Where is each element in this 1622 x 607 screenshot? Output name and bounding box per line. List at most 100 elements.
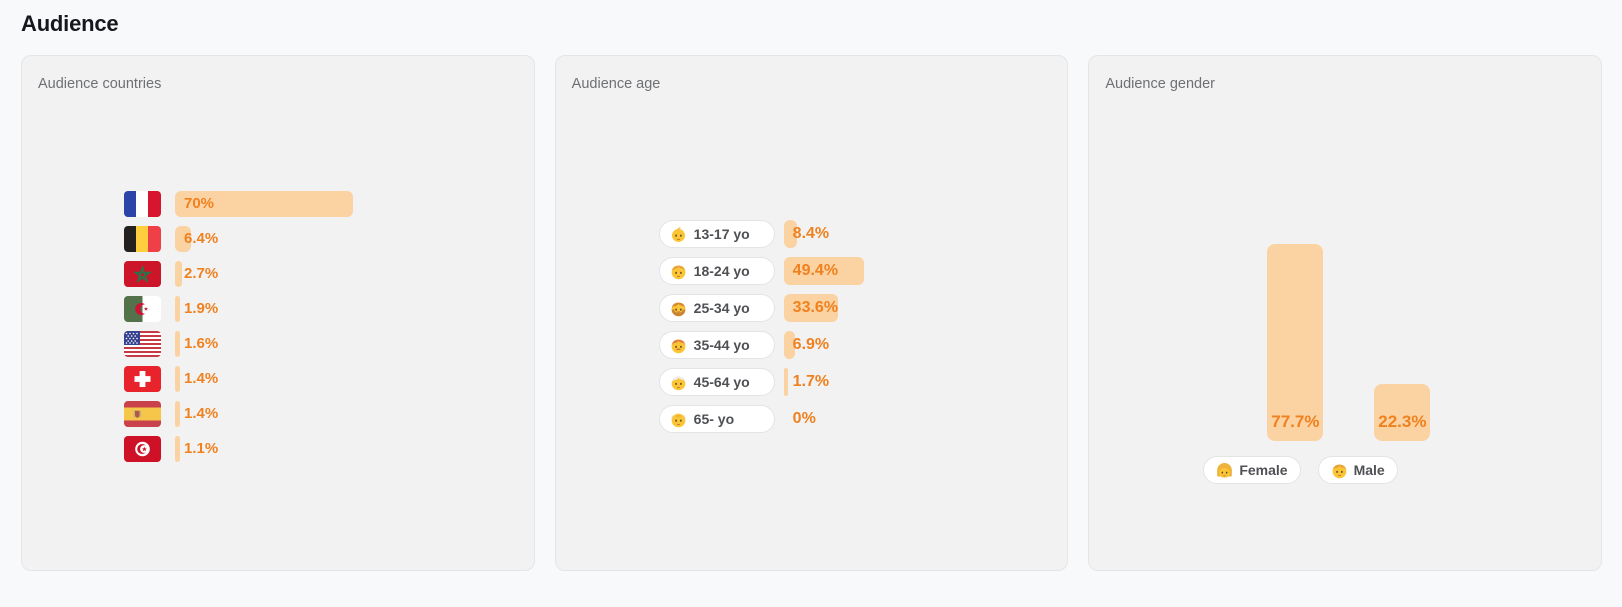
flag-switzerland-icon [124, 366, 161, 392]
flag-morocco-svg [124, 261, 161, 287]
gender-badge-female: Female [1203, 456, 1301, 484]
gender-bar-chart: 77.7% 22.3% [1267, 243, 1585, 441]
country-bar [175, 401, 180, 427]
countries-panel-title: Audience countries [38, 76, 162, 92]
country-percentage: 1.6% [184, 335, 219, 352]
white-haired-man-emoji-icon [671, 376, 686, 390]
country-bar-track: 6.4% [175, 226, 518, 252]
panel-audience-countries: Audience countries 70% 6.4% 2.7% 1.9% 1.6% 1.… [21, 55, 535, 571]
flag-france-icon [124, 191, 161, 217]
age-bar [783, 257, 865, 285]
age-bar-track: 8.4% [783, 220, 1052, 248]
country-row: 1.4% [124, 401, 518, 427]
age-bar-track: 0% [784, 405, 1052, 433]
age-percentage: 6.9% [792, 336, 830, 353]
bearded-man-emoji-icon [671, 302, 686, 316]
flag-united-states-icon [124, 331, 161, 357]
flag-tunisia-svg [124, 436, 161, 462]
gender-panel-title: Audience gender [1105, 76, 1215, 92]
country-bar [175, 296, 180, 322]
country-bar [175, 331, 180, 357]
age-bar-track: 49.4% [783, 257, 1052, 285]
age-bar [783, 331, 795, 359]
gender-percentage: 77.7% [1271, 412, 1320, 431]
girl-emoji-icon [1217, 462, 1233, 478]
age-row: 45-64 yo 1.7% [658, 368, 1052, 396]
age-bar-track: 6.9% [783, 331, 1052, 359]
age-percentage: 8.4% [792, 225, 830, 242]
age-row: 18-24 yo 49.4% [658, 257, 1052, 285]
age-group-label: 45-64 yo [693, 374, 750, 390]
baby-emoji-icon [671, 226, 685, 242]
age-row: 35-44 yo 6.9% [658, 331, 1052, 359]
flag-spain-svg [124, 401, 161, 427]
flag-united-states-svg [124, 331, 161, 357]
country-bar-track: 1.6% [175, 331, 518, 357]
country-row: 6.4% [124, 226, 518, 252]
gender-badge-male: Male [1317, 456, 1398, 484]
age-bar-track: 33.6% [783, 294, 1052, 322]
age-bar-chart: 13-17 yo 8.4% 18-24 yo 49.4% 25-34 yo 33.6% 35… [658, 220, 1052, 433]
age-group-badge: 35-44 yo [658, 331, 775, 359]
flag-france-svg [124, 191, 161, 217]
country-bar-track: 1.9% [175, 296, 518, 322]
country-bar [175, 436, 180, 462]
age-bar-track: 1.7% [783, 368, 1052, 396]
age-row: 25-34 yo 33.6% [658, 294, 1052, 322]
country-row: 2.7% [124, 261, 518, 287]
country-percentage: 1.4% [184, 405, 219, 422]
country-percentage: 1.1% [184, 440, 219, 457]
flag-switzerland-svg [124, 366, 161, 392]
panel-audience-age: Audience age 13-17 yo 8.4% 18-24 yo 49.4% 25… [554, 55, 1069, 571]
age-percentage: 33.6% [792, 299, 839, 316]
age-group-badge: 45-64 yo [658, 368, 775, 396]
age-group-badge: 13-17 yo [658, 220, 775, 248]
panel-audience-gender: Audience gender 77.7% 22.3% Female Male [1088, 55, 1603, 571]
age-row: 13-17 yo 8.4% [658, 220, 1052, 248]
country-bar-track: 1.1% [175, 436, 518, 462]
country-bar-track: 1.4% [175, 401, 518, 427]
flag-belgium-svg [124, 226, 161, 252]
flag-belgium-icon [124, 226, 161, 252]
age-bar [783, 368, 788, 396]
boy-emoji-icon [1332, 464, 1346, 478]
boy-emoji-icon [671, 265, 686, 279]
old-man-emoji-icon [671, 413, 686, 427]
flag-algeria-svg [124, 296, 161, 322]
age-bar [783, 220, 798, 248]
flag-spain-icon [124, 401, 161, 427]
country-percentage: 1.4% [184, 370, 219, 387]
country-bar-track: 1.4% [175, 366, 518, 392]
age-group-badge: 65- yo [658, 405, 775, 433]
gender-legend: Female Male [1203, 456, 1585, 484]
age-group-label: 65- yo [693, 411, 735, 427]
country-row: 70% [124, 191, 518, 217]
gender-bar-male: 22.3% [1374, 384, 1431, 441]
gender-percentage: 22.3% [1378, 412, 1427, 431]
age-group-badge: 18-24 yo [658, 257, 775, 285]
country-bar [175, 226, 192, 252]
country-bar-track: 2.7% [175, 261, 518, 287]
country-bar [175, 366, 180, 392]
country-row: 1.4% [124, 366, 518, 392]
page-title: Audience [21, 11, 119, 36]
country-row: 1.1% [124, 436, 518, 462]
age-group-label: 25-34 yo [693, 300, 750, 316]
country-bar [175, 191, 353, 217]
age-bar [783, 294, 839, 322]
country-percentage: 70% [184, 195, 215, 212]
flag-tunisia-icon [124, 436, 161, 462]
age-percentage: 1.7% [792, 373, 830, 390]
country-bar-track: 70% [175, 191, 518, 217]
gender-label: Female [1239, 462, 1288, 478]
flag-morocco-icon [124, 261, 161, 287]
country-percentage: 2.7% [184, 265, 219, 282]
age-panel-title: Audience age [571, 76, 661, 92]
country-percentage: 6.4% [184, 230, 219, 247]
country-percentage: 1.9% [184, 300, 219, 317]
age-row: 65- yo 0% [658, 405, 1052, 433]
age-group-label: 13-17 yo [693, 226, 750, 242]
age-group-label: 18-24 yo [693, 263, 750, 279]
age-percentage: 0% [792, 410, 816, 427]
gender-bar-female: 77.7% [1267, 243, 1324, 441]
